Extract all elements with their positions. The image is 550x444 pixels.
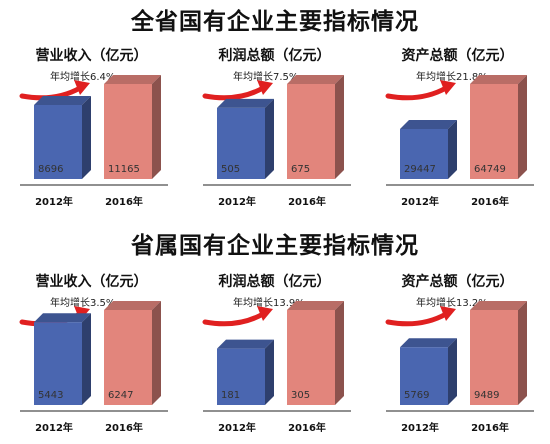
category-label: 2012年 (35, 421, 73, 434)
bar-2016 (287, 301, 344, 405)
category-label: 2012年 (218, 421, 256, 434)
bar-2012 (34, 313, 91, 405)
value-label: 11165 (108, 164, 140, 175)
bar-2016 (470, 75, 527, 179)
value-label: 5443 (38, 390, 63, 401)
section-title-province: 全省国有企业主要指标情况 (131, 9, 419, 35)
category-label: 2016年 (288, 421, 326, 434)
growth-label: 年均增长13.9% (233, 296, 305, 309)
value-label: 675 (291, 164, 310, 175)
value-label: 8696 (38, 164, 63, 175)
growth-label: 年均增长7.5% (233, 70, 298, 83)
section-title-provincial-owned: 省属国有企业主要指标情况 (131, 233, 419, 259)
growth-arrow-icon (385, 80, 456, 101)
chart-panel-5: 利润总额（亿元） 年均增长13.9% 181 305 2012年 2016年 (183, 266, 366, 444)
growth-arrow-icon (202, 80, 273, 101)
bar-2012 (34, 96, 91, 179)
category-label: 2012年 (401, 195, 439, 208)
growth-label: 年均增长13.2% (416, 296, 488, 309)
growth-arrow-icon (385, 306, 456, 327)
bar-2016 (104, 301, 161, 405)
category-label: 2016年 (288, 195, 326, 208)
bar-2012 (400, 120, 457, 179)
chart-panel-2: 利润总额（亿元） 年均增长7.5% 505 675 2012年 2016年 (183, 40, 366, 222)
value-label: 5769 (404, 390, 429, 401)
value-label: 505 (221, 164, 240, 175)
bar-2012 (400, 338, 457, 405)
chart-panel-3: 资产总额（亿元） 年均增长21.8% 29447 64749 2012年 2016年 (366, 40, 549, 222)
category-label: 2012年 (35, 195, 73, 208)
value-label: 181 (221, 390, 240, 401)
bar-2016 (104, 75, 161, 179)
panel-title: 资产总额（亿元） (402, 273, 514, 290)
panel-title: 营业收入（亿元） (36, 47, 148, 64)
value-label: 29447 (404, 164, 436, 175)
category-label: 2016年 (471, 421, 509, 434)
bar-2016 (470, 301, 527, 405)
chart-panel-4: 营业收入（亿元） 年均增长3.5% 5443 6247 2012年 2016年 (0, 266, 183, 444)
panel-title: 营业收入（亿元） (36, 273, 148, 290)
value-label: 6247 (108, 390, 133, 401)
panel-title: 利润总额（亿元） (219, 273, 331, 290)
category-label: 2016年 (105, 195, 143, 208)
growth-arrow-icon (202, 306, 273, 327)
bar-2012 (217, 98, 274, 179)
growth-label: 年均增长6.4% (50, 70, 115, 83)
bar-2012 (217, 339, 274, 405)
chart-panel-6: 资产总额（亿元） 年均增长13.2% 5769 9489 2012年 2016年 (366, 266, 549, 444)
growth-label: 年均增长21.8% (416, 70, 488, 83)
category-label: 2012年 (218, 195, 256, 208)
panel-title: 利润总额（亿元） (219, 47, 331, 64)
value-label: 305 (291, 390, 310, 401)
growth-label: 年均增长3.5% (50, 296, 115, 309)
bar-2016 (287, 75, 344, 179)
category-label: 2016年 (471, 195, 509, 208)
chart-panel-1: 营业收入（亿元） 年均增长6.4% 8696 11165 2012年 2016年 (0, 40, 183, 222)
category-label: 2016年 (105, 421, 143, 434)
panel-title: 资产总额（亿元） (402, 47, 514, 64)
category-label: 2012年 (401, 421, 439, 434)
value-label: 64749 (474, 164, 506, 175)
value-label: 9489 (474, 390, 499, 401)
